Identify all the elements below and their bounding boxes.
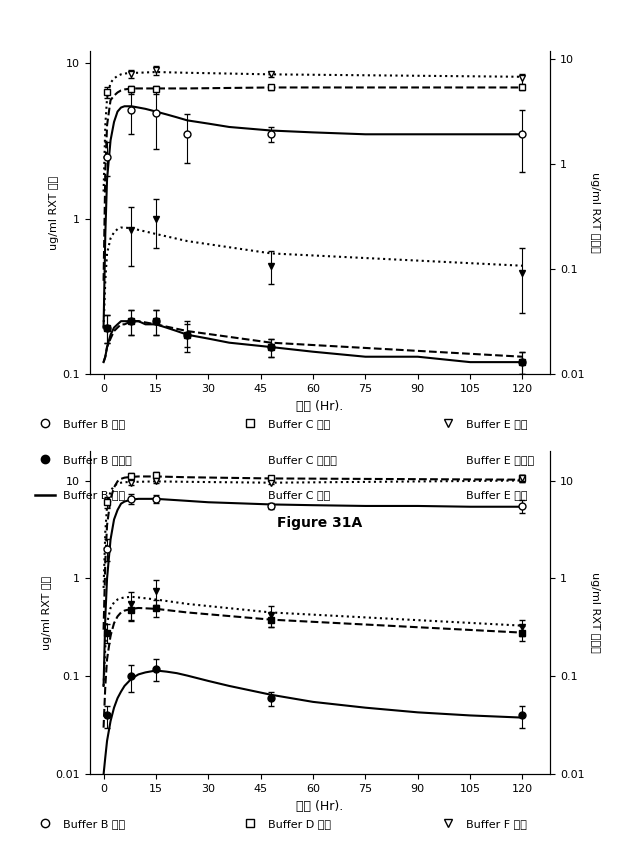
Text: Buffer E 適合: Buffer E 適合 — [466, 490, 527, 500]
Text: Buffer D 血獏: Buffer D 血獏 — [268, 819, 330, 829]
Text: Buffer B 適合: Buffer B 適合 — [63, 490, 125, 500]
Text: Buffer B リンパ: Buffer B リンパ — [63, 454, 131, 465]
X-axis label: 時間 (Hr).: 時間 (Hr). — [296, 400, 344, 413]
Text: Buffer E 血獏: Buffer E 血獏 — [466, 419, 527, 429]
Text: Buffer B 血獏: Buffer B 血獏 — [63, 419, 125, 429]
Y-axis label: ug/ml RXT リンパ: ug/ml RXT リンパ — [590, 173, 600, 253]
X-axis label: 時間 (Hr).: 時間 (Hr). — [296, 800, 344, 813]
Text: Buffer C 適合: Buffer C 適合 — [268, 490, 330, 500]
Text: Figure 31A: Figure 31A — [277, 517, 363, 530]
Text: Buffer C リンパ: Buffer C リンパ — [268, 454, 337, 465]
Y-axis label: ug/ml RXT 血獏: ug/ml RXT 血獏 — [49, 175, 60, 250]
Text: Buffer E リンパ: Buffer E リンパ — [466, 454, 534, 465]
Text: Buffer B 血獏: Buffer B 血獏 — [63, 819, 125, 829]
Text: Buffer F 血獏: Buffer F 血獏 — [466, 819, 527, 829]
Text: Buffer C 血獏: Buffer C 血獏 — [268, 419, 330, 429]
Y-axis label: ug/ml RXT 血獏: ug/ml RXT 血獏 — [42, 575, 52, 650]
Y-axis label: ug/ml RXT リンパ: ug/ml RXT リンパ — [590, 573, 600, 653]
